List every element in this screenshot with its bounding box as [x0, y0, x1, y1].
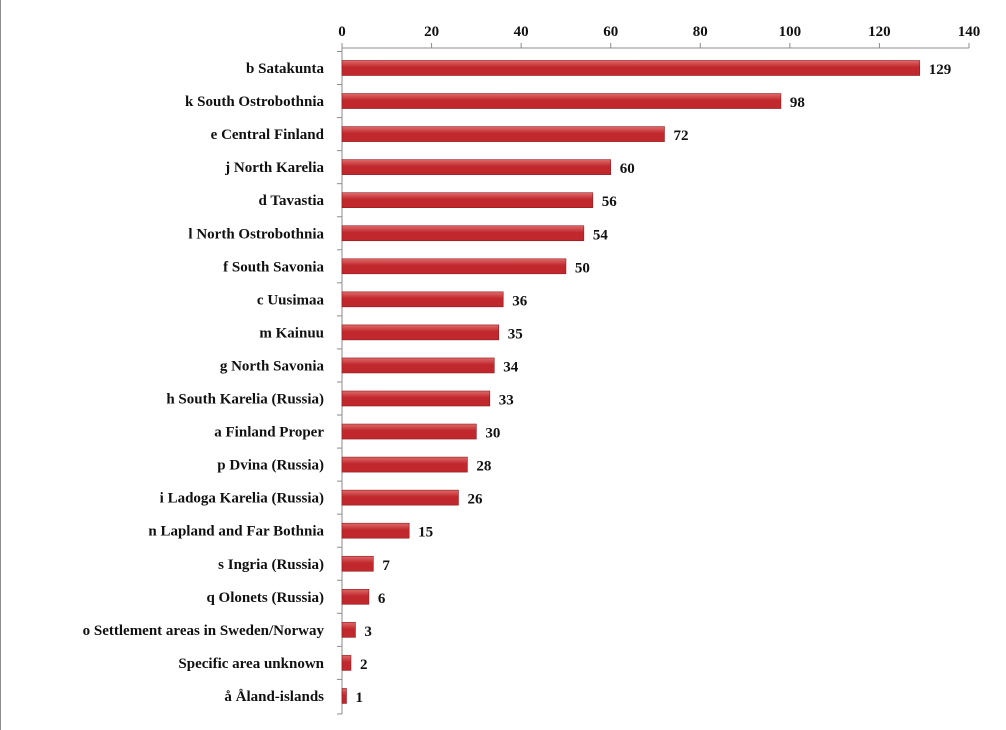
bar: [341, 159, 612, 175]
category-label: m Kainuu: [259, 325, 324, 341]
bar: [341, 456, 468, 473]
bar: [341, 192, 594, 208]
category-label: g North Savonia: [220, 358, 325, 374]
data-label: 1: [355, 690, 363, 706]
data-label: 33: [499, 393, 514, 409]
bar: [341, 258, 567, 275]
bar: [341, 622, 356, 638]
category-label: e Central Finland: [211, 127, 325, 143]
bar: [341, 588, 370, 605]
data-label: 35: [508, 326, 523, 342]
bar: [341, 357, 495, 374]
bar: [341, 489, 459, 506]
x-tick-label: 60: [603, 24, 618, 40]
category-label: o Settlement areas in Sweden/Norway: [83, 623, 325, 639]
category-label: Specific area unknown: [178, 656, 324, 672]
category-label: k South Ostrobothnia: [185, 94, 324, 110]
x-tick-label: 100: [779, 24, 802, 40]
category-label: q Olonets (Russia): [206, 590, 324, 606]
x-axis: 0 20 40 60 80 100 120 140: [337, 24, 981, 715]
data-label: 28: [476, 459, 491, 475]
category-label: s Ingria (Russia): [218, 557, 324, 573]
category-labels: b Satakunta k South Ostrobothnia e Central…: [83, 61, 325, 705]
x-tick-label: 140: [958, 24, 981, 40]
data-label: 72: [673, 128, 688, 144]
category-label: b Satakunta: [246, 61, 324, 77]
bar: [341, 126, 665, 142]
data-label: 34: [503, 359, 519, 375]
bar: [341, 291, 504, 308]
category-label: h South Karelia (Russia): [166, 392, 324, 408]
data-label: 56: [602, 194, 618, 210]
bar: [341, 93, 782, 109]
category-label: a Finland Proper: [214, 425, 324, 441]
bar: [341, 423, 477, 440]
x-tick-label: 20: [424, 24, 439, 40]
bar: [341, 522, 410, 539]
x-tick-label: 40: [514, 24, 529, 40]
category-label: d Tavastia: [259, 193, 325, 209]
data-label: 6: [378, 591, 386, 607]
bar: [341, 555, 374, 572]
bars: [341, 60, 921, 704]
category-label: l North Ostrobothnia: [188, 226, 324, 242]
x-tick-label: 120: [868, 24, 891, 40]
bar: [341, 655, 352, 671]
data-label: 3: [364, 624, 372, 640]
category-label: n Lapland and Far Bothnia: [148, 524, 324, 540]
category-label: c Uusimaa: [257, 292, 325, 308]
bar: [341, 60, 921, 76]
data-label: 2: [360, 657, 368, 673]
data-label: 60: [620, 161, 635, 177]
data-labels: 129 98 72 60 56 54 50 36 35 34 33 30 28 26 15 7 6 3 2 1: [355, 62, 951, 706]
data-label: 15: [418, 525, 433, 541]
bar: [341, 390, 491, 407]
data-label: 129: [929, 62, 952, 78]
bar: [341, 688, 347, 704]
bar: [341, 225, 585, 242]
x-tick-label: 80: [693, 24, 708, 40]
category-label: f South Savonia: [223, 259, 324, 275]
bar: [341, 324, 500, 341]
data-label: 98: [790, 95, 805, 111]
data-label: 30: [485, 426, 500, 442]
data-label: 54: [593, 227, 609, 243]
x-tick-label: 0: [338, 24, 346, 40]
data-label: 7: [382, 558, 390, 574]
data-label: 50: [575, 260, 590, 276]
category-label: i Ladoga Karelia (Russia): [160, 491, 324, 507]
data-label: 26: [467, 492, 483, 508]
category-label: j North Karelia: [224, 160, 324, 176]
category-label: å Åland-islands: [224, 689, 324, 705]
data-label: 36: [512, 293, 528, 309]
category-label: p Dvina (Russia): [217, 458, 324, 474]
